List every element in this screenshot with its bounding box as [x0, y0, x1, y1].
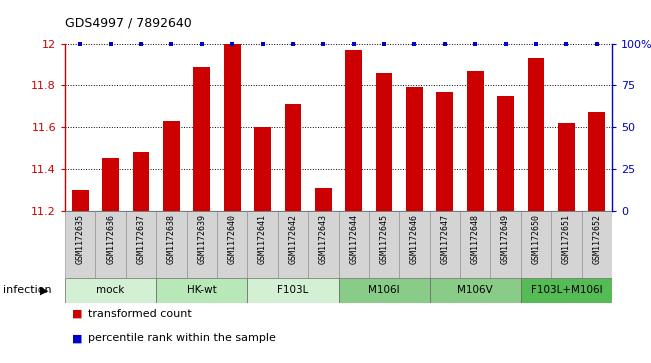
Bar [558, 123, 575, 211]
Text: GSM1172652: GSM1172652 [592, 214, 602, 264]
Bar [247, 278, 339, 303]
Bar [193, 66, 210, 211]
Text: GSM1172647: GSM1172647 [440, 214, 449, 264]
Bar [436, 91, 453, 211]
Bar [247, 211, 278, 278]
Text: GSM1172649: GSM1172649 [501, 214, 510, 264]
Text: GSM1172637: GSM1172637 [137, 214, 146, 264]
Text: infection: infection [3, 285, 52, 295]
Bar [224, 44, 240, 211]
Text: ▶: ▶ [40, 285, 49, 295]
Text: ■: ■ [72, 309, 82, 319]
Text: GSM1172645: GSM1172645 [380, 214, 389, 264]
Text: GSM1172638: GSM1172638 [167, 214, 176, 264]
Bar [187, 211, 217, 278]
Bar [521, 278, 612, 303]
Bar [430, 211, 460, 278]
Text: M106I: M106I [368, 285, 400, 295]
Text: GSM1172642: GSM1172642 [288, 214, 298, 264]
Text: GSM1172643: GSM1172643 [319, 214, 328, 264]
Text: F103L: F103L [277, 285, 309, 295]
Bar [96, 211, 126, 278]
Bar [65, 211, 96, 278]
Bar [345, 50, 362, 211]
Bar [406, 87, 423, 211]
Bar [163, 121, 180, 211]
Bar [467, 71, 484, 211]
Bar [339, 278, 430, 303]
Bar [278, 211, 308, 278]
Text: GSM1172651: GSM1172651 [562, 214, 571, 264]
Text: GSM1172648: GSM1172648 [471, 214, 480, 264]
Bar [376, 73, 393, 211]
Bar [460, 211, 490, 278]
Bar [369, 211, 399, 278]
Text: mock: mock [96, 285, 125, 295]
Text: GSM1172635: GSM1172635 [76, 214, 85, 264]
Text: transformed count: transformed count [88, 309, 191, 319]
Bar [521, 211, 551, 278]
Text: GSM1172639: GSM1172639 [197, 214, 206, 264]
Text: GSM1172636: GSM1172636 [106, 214, 115, 264]
Text: GSM1172644: GSM1172644 [349, 214, 358, 264]
Bar [72, 190, 89, 211]
Bar [65, 278, 156, 303]
Bar [497, 96, 514, 211]
Text: HK-wt: HK-wt [187, 285, 217, 295]
Bar [126, 211, 156, 278]
Bar [284, 104, 301, 211]
Bar [133, 152, 150, 211]
Text: GDS4997 / 7892640: GDS4997 / 7892640 [65, 16, 192, 29]
Bar [156, 211, 187, 278]
Text: M106V: M106V [458, 285, 493, 295]
Text: GSM1172646: GSM1172646 [410, 214, 419, 264]
Text: GSM1172641: GSM1172641 [258, 214, 267, 264]
Bar [430, 278, 521, 303]
Bar [551, 211, 581, 278]
Bar [527, 58, 544, 211]
Bar [156, 278, 247, 303]
Text: GSM1172650: GSM1172650 [531, 214, 540, 264]
Bar [308, 211, 339, 278]
Bar [315, 188, 331, 211]
Bar [102, 158, 119, 211]
Bar [217, 211, 247, 278]
Bar [581, 211, 612, 278]
Text: F103L+M106I: F103L+M106I [531, 285, 602, 295]
Text: ■: ■ [72, 333, 82, 343]
Bar [399, 211, 430, 278]
Bar [490, 211, 521, 278]
Bar [339, 211, 369, 278]
Bar [254, 127, 271, 211]
Text: GSM1172640: GSM1172640 [228, 214, 237, 264]
Bar [589, 113, 605, 211]
Text: percentile rank within the sample: percentile rank within the sample [88, 333, 276, 343]
